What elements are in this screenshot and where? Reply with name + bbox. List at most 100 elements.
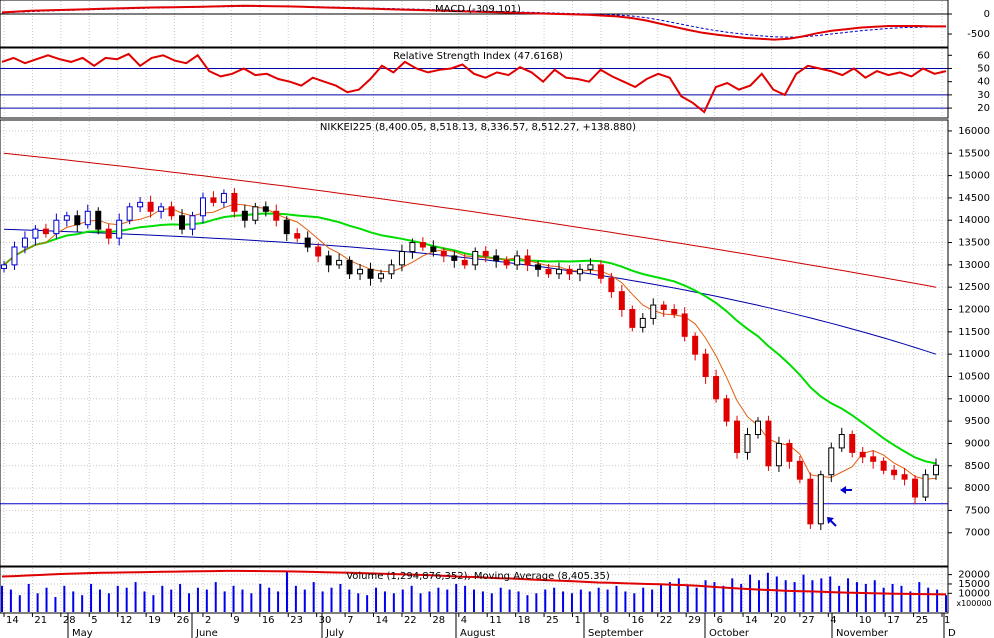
volume-bar <box>624 591 627 612</box>
volume-scale-label: x100000 <box>956 599 991 608</box>
volume-bar <box>775 576 778 612</box>
x-month-label: July <box>325 628 344 638</box>
x-day-label: 20 <box>773 615 786 626</box>
volume-bar <box>606 589 609 612</box>
rsi-line <box>1 52 947 114</box>
x-day-label: 1 <box>944 615 950 626</box>
candle-body <box>608 277 615 293</box>
y-tick-label: 13500 <box>958 238 990 249</box>
candle-body <box>273 210 280 221</box>
volume-bar <box>161 585 164 612</box>
x-month-label: August <box>460 628 495 638</box>
candle-body <box>912 478 919 498</box>
volume-bar <box>651 589 654 612</box>
y-tick-label: 7500 <box>965 505 990 516</box>
y-tick-label: 40 <box>977 77 990 88</box>
candle-body <box>53 219 60 235</box>
volume-bar <box>330 587 333 612</box>
volume-bar <box>375 587 378 612</box>
volume-bar <box>927 587 930 612</box>
candle-body <box>817 474 824 525</box>
macd-y-axis: 0 -500 <box>948 9 990 40</box>
candle-body <box>796 460 803 480</box>
y-tick-label: 15000 <box>958 579 990 590</box>
volume-bar <box>285 570 288 612</box>
x-day-label: 8 <box>603 615 609 626</box>
candle-body <box>116 219 123 239</box>
volume-moving-average-line <box>1 569 947 596</box>
candle-body <box>336 259 343 266</box>
y-tick-label: 20000 <box>958 570 990 581</box>
x-axis-month-labels: May June July August September October Novembe… <box>67 613 956 638</box>
volume-bar <box>81 595 84 612</box>
arrow-left-annotation <box>840 486 852 494</box>
candle-body <box>807 478 814 525</box>
volume-bar <box>339 583 342 612</box>
candle-body <box>535 264 542 270</box>
volume-bar <box>63 585 66 612</box>
x-day-label: 18 <box>518 615 531 626</box>
candle-body <box>451 255 458 261</box>
candle-body <box>786 442 793 462</box>
y-tick-label: 16000 <box>958 126 990 137</box>
candle-body <box>388 264 395 275</box>
x-day-label: 28 <box>63 615 76 626</box>
candle-body <box>514 255 521 266</box>
candle-body <box>650 304 657 319</box>
x-day-label: 5 <box>91 615 97 626</box>
candle-body <box>639 317 646 328</box>
candle-body <box>346 259 353 275</box>
candle-body <box>849 434 856 453</box>
candle-body <box>419 242 426 248</box>
y-tick-label: -500 <box>967 29 990 40</box>
x-day-label: 19 <box>148 615 161 626</box>
candle-body <box>262 206 269 212</box>
candle-body <box>409 242 416 252</box>
y-tick-label: 11500 <box>958 327 990 338</box>
candle-body <box>220 192 227 203</box>
volume-bar <box>847 578 850 612</box>
price-y-axis: 16000 15500 15000 14500 14000 13500 13000 12500… <box>948 126 990 539</box>
volume-bar <box>695 587 698 612</box>
candle-body <box>566 268 573 275</box>
y-tick-label: 8500 <box>965 461 990 472</box>
candle-body <box>231 192 238 212</box>
volume-bar <box>401 589 404 612</box>
volume-bar <box>722 585 725 612</box>
x-day-label: 22 <box>404 615 417 626</box>
volume-bar <box>535 593 538 612</box>
candle-body <box>137 201 144 208</box>
candle-body <box>325 255 332 266</box>
x-day-label: 28 <box>432 615 445 626</box>
x-day-label: 16 <box>631 615 644 626</box>
price-grid <box>0 121 948 565</box>
candle-body <box>84 210 91 226</box>
volume-bar <box>499 587 502 612</box>
candle-body <box>775 442 782 467</box>
volume-bar <box>677 578 680 612</box>
x-month-label: May <box>72 628 93 638</box>
volume-bar <box>259 583 262 612</box>
y-tick-label: 13000 <box>958 260 990 271</box>
x-day-label: 14 <box>6 615 19 626</box>
volume-bar <box>188 593 191 612</box>
volume-bar <box>615 585 618 612</box>
volume-bar <box>437 587 440 612</box>
candle-body <box>859 451 866 458</box>
price-frame <box>0 119 949 567</box>
y-tick-label: 9500 <box>965 416 990 427</box>
volume-bar <box>36 593 39 612</box>
x-month-label: November <box>836 628 889 638</box>
volume-bar <box>1 585 3 612</box>
candle-body <box>524 255 531 266</box>
rsi-panel: Relative Strength Index (47.6168) 60 50 40… <box>0 49 990 117</box>
volume-bar <box>766 572 769 612</box>
x-day-label: 23 <box>290 615 303 626</box>
volume-bar <box>125 587 128 612</box>
y-tick-label: 12500 <box>958 282 990 293</box>
volume-bar <box>357 593 360 612</box>
volume-bar <box>579 589 582 612</box>
y-tick-label: 12000 <box>958 305 990 316</box>
volume-bar <box>72 591 75 612</box>
